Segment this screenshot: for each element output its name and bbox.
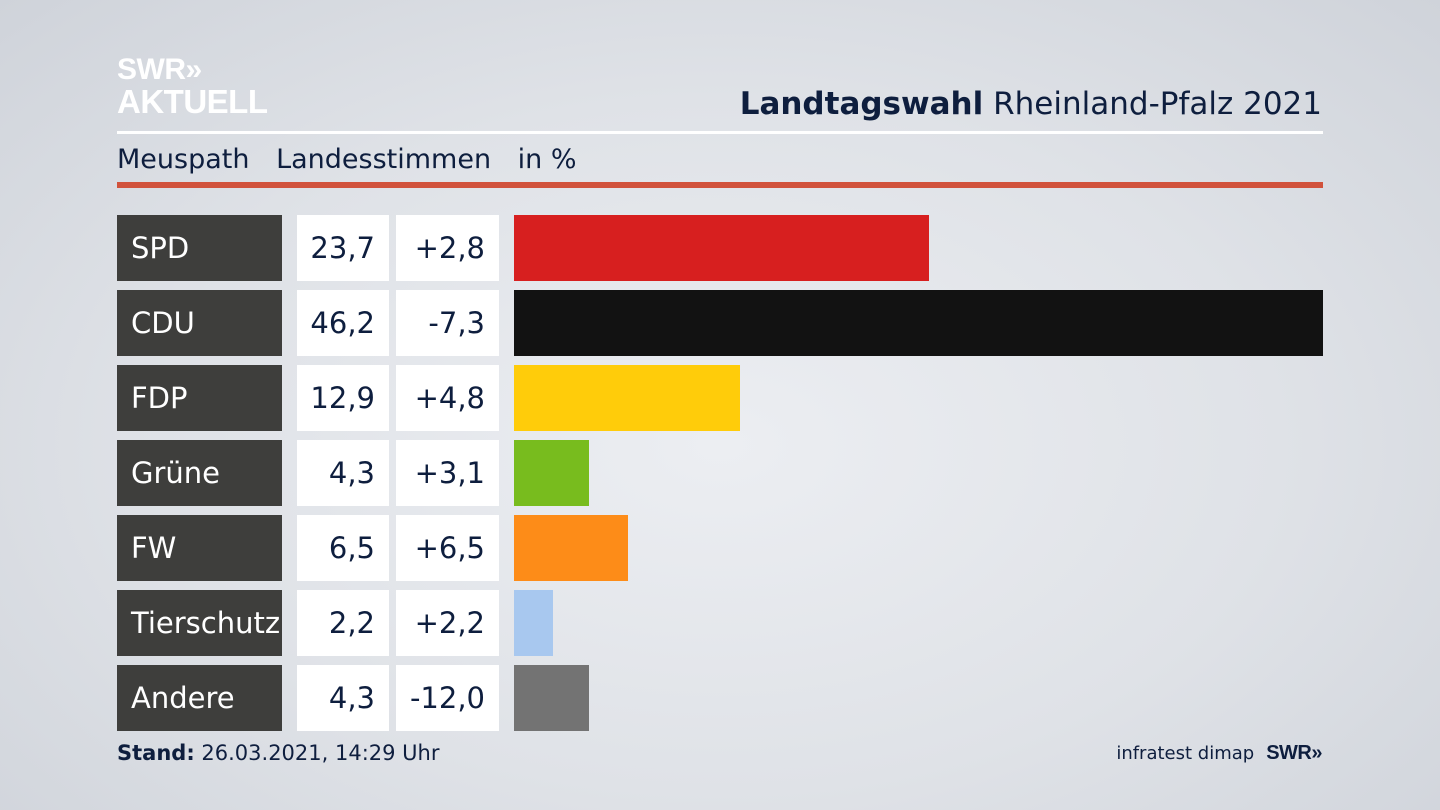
header-divider	[117, 131, 1323, 134]
page-title: Landtagswahl Rheinland-Pfalz 2021	[740, 84, 1322, 124]
swr-brand-logo: SWR»	[1266, 742, 1322, 764]
vote-share-value: 6,5	[297, 515, 389, 581]
logo-line-1: SWR»	[117, 53, 202, 86]
party-label: CDU	[117, 290, 282, 356]
bar	[514, 515, 628, 581]
vote-share-value: 46,2	[297, 290, 389, 356]
bar	[514, 215, 929, 281]
vote-share-value: 4,3	[297, 665, 389, 731]
change-value: +4,8	[396, 365, 499, 431]
swr-aktuell-logo: SWR» AKTUELL	[117, 53, 268, 120]
stand-label: Stand:	[117, 741, 195, 765]
vote-share-value: 4,3	[297, 440, 389, 506]
title-bold: Landtagswahl	[739, 86, 984, 122]
party-label: SPD	[117, 215, 282, 281]
party-label: Tierschutz	[117, 590, 282, 656]
subtitle-place: Meuspath	[117, 144, 250, 175]
source-credit: infratest dimap SWR»	[1116, 739, 1322, 768]
vote-share-value: 2,2	[297, 590, 389, 656]
logo-line-2: AKTUELL	[117, 83, 268, 120]
title-rest: Rheinland-Pfalz 2021	[983, 86, 1322, 122]
change-value: +6,5	[396, 515, 499, 581]
subtitle-vote-type: Landesstimmen	[276, 144, 492, 175]
party-label: Andere	[117, 665, 282, 731]
change-value: -12,0	[396, 665, 499, 731]
change-value: +2,8	[396, 215, 499, 281]
accent-divider	[117, 182, 1323, 188]
timestamp: Stand: 26.03.2021, 14:29 Uhr	[117, 738, 440, 768]
subtitle-unit: in %	[517, 144, 577, 175]
party-label: FDP	[117, 365, 282, 431]
bar	[514, 365, 740, 431]
source-label: infratest dimap	[1116, 743, 1255, 764]
bar	[514, 665, 589, 731]
vote-share-value: 12,9	[297, 365, 389, 431]
bar	[514, 590, 553, 656]
subtitle: Meuspath Landesstimmen in %	[117, 142, 595, 178]
bar	[514, 440, 589, 506]
change-value: -7,3	[396, 290, 499, 356]
party-label: FW	[117, 515, 282, 581]
vote-share-value: 23,7	[297, 215, 389, 281]
stand-value: 26.03.2021, 14:29 Uhr	[194, 741, 440, 765]
bar	[514, 290, 1323, 356]
party-label: Grüne	[117, 440, 282, 506]
change-value: +3,1	[396, 440, 499, 506]
change-value: +2,2	[396, 590, 499, 656]
